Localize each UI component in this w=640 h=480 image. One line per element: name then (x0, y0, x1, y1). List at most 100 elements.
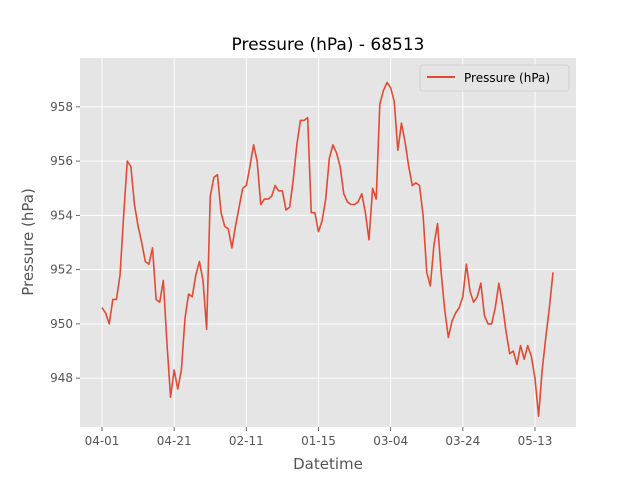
data-point (288, 206, 290, 208)
data-point (483, 315, 485, 317)
data-point (184, 317, 186, 319)
data-point (519, 344, 521, 346)
data-point (397, 149, 399, 151)
data-point (267, 198, 269, 200)
data-point (220, 211, 222, 213)
data-point (133, 203, 135, 205)
data-point (436, 222, 438, 224)
data-point (137, 225, 139, 227)
data-point (534, 377, 536, 379)
x-tick-label: 04-01 (85, 434, 120, 448)
data-point (389, 87, 391, 89)
grid-lines (80, 58, 576, 427)
data-point (177, 388, 179, 390)
data-point (400, 122, 402, 124)
data-point (472, 301, 474, 303)
data-point (487, 323, 489, 325)
data-point (191, 296, 193, 298)
data-point (509, 353, 511, 355)
plot-background (80, 58, 576, 427)
data-point (548, 306, 550, 308)
data-point (462, 296, 464, 298)
data-point (296, 144, 298, 146)
data-point (198, 260, 200, 262)
data-point (112, 298, 114, 300)
data-point (140, 241, 142, 243)
y-tick-label: 948 (50, 371, 73, 385)
data-point (527, 344, 529, 346)
data-point (306, 116, 308, 118)
data-point (242, 187, 244, 189)
y-axis-ticks: 948 950 952 954 956 958 (50, 100, 80, 385)
data-point (245, 184, 247, 186)
data-point (364, 211, 366, 213)
data-point (278, 190, 280, 192)
data-point (159, 301, 161, 303)
data-point (155, 298, 157, 300)
data-point (426, 271, 428, 273)
x-tick-label: 02-11 (229, 434, 264, 448)
data-point (371, 187, 373, 189)
data-point (195, 274, 197, 276)
data-point (115, 298, 117, 300)
x-axis-label: Datetime (293, 455, 363, 473)
data-point (418, 184, 420, 186)
data-point (310, 211, 312, 213)
data-point (231, 247, 233, 249)
data-point (166, 342, 168, 344)
data-point (148, 263, 150, 265)
x-axis-ticks: 04-01 04-21 02-11 01-15 03-04 03-24 05-13 (85, 427, 552, 448)
data-point (270, 195, 272, 197)
data-point (407, 165, 409, 167)
y-tick-label: 956 (50, 154, 73, 168)
data-point (415, 182, 417, 184)
data-point (429, 285, 431, 287)
data-point (130, 165, 132, 167)
data-point (545, 336, 547, 338)
data-point (411, 184, 413, 186)
data-point (393, 100, 395, 102)
data-point (335, 152, 337, 154)
data-point (216, 173, 218, 175)
data-point (281, 190, 283, 192)
data-point (169, 396, 171, 398)
data-point (256, 160, 258, 162)
data-point (440, 271, 442, 273)
chart-title: Pressure (hPa) - 68513 (232, 35, 425, 55)
data-point (379, 103, 381, 105)
data-point (512, 350, 514, 352)
x-tick-label: 03-24 (445, 434, 480, 448)
data-point (332, 144, 334, 146)
y-tick-label: 952 (50, 263, 73, 277)
data-point (451, 320, 453, 322)
data-point (101, 306, 103, 308)
data-point (122, 214, 124, 216)
data-point (501, 304, 503, 306)
data-point (299, 119, 301, 121)
data-point (314, 211, 316, 213)
data-point (375, 198, 377, 200)
x-tick-label: 01-15 (301, 434, 336, 448)
x-tick-label: 03-04 (373, 434, 408, 448)
x-tick-label: 04-21 (157, 434, 192, 448)
data-point (541, 369, 543, 371)
data-point (350, 203, 352, 205)
data-point (202, 279, 204, 281)
data-point (433, 244, 435, 246)
data-point (263, 198, 265, 200)
data-point (404, 141, 406, 143)
data-point (368, 239, 370, 241)
data-point (223, 225, 225, 227)
data-point (321, 220, 323, 222)
data-point (119, 274, 121, 276)
data-point (361, 192, 363, 194)
legend-label: Pressure (hPa) (464, 71, 550, 85)
data-point (292, 179, 294, 181)
data-point (180, 369, 182, 371)
data-point (458, 306, 460, 308)
data-point (346, 201, 348, 203)
data-point (516, 363, 518, 365)
data-point (108, 323, 110, 325)
data-point (249, 165, 251, 167)
